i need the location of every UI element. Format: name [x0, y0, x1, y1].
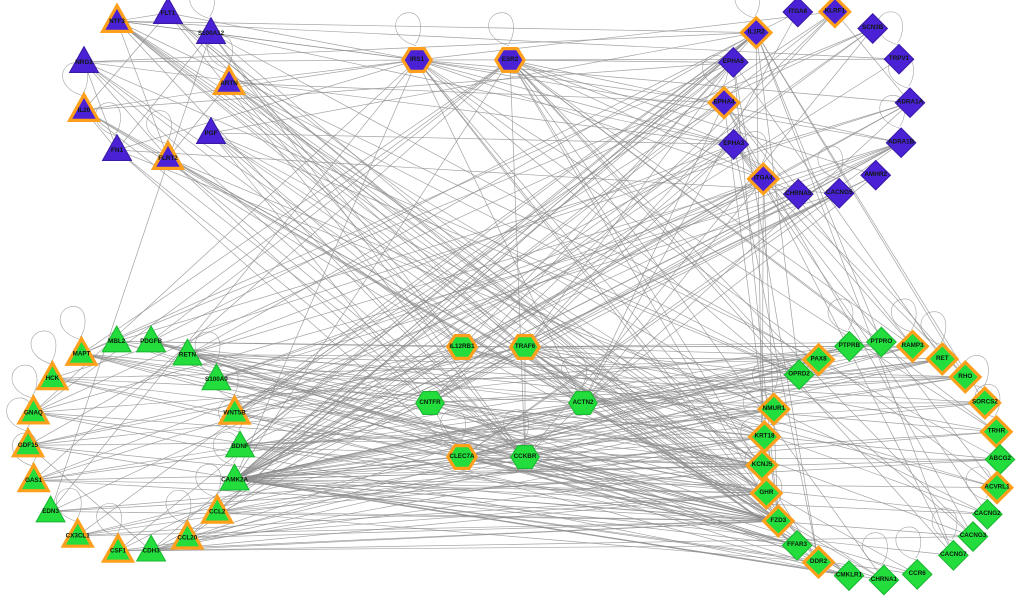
svg-text:PAX8: PAX8 [811, 355, 827, 362]
svg-text:FLT1: FLT1 [161, 10, 176, 17]
svg-text:CHRNA5: CHRNA5 [785, 190, 812, 197]
svg-text:EDN3: EDN3 [42, 508, 59, 515]
svg-text:FZD3: FZD3 [770, 517, 786, 524]
svg-text:FN1: FN1 [111, 147, 123, 154]
svg-text:KRT18: KRT18 [755, 433, 775, 440]
svg-text:FLRT2: FLRT2 [158, 155, 178, 162]
svg-text:CDH3: CDH3 [143, 547, 161, 554]
svg-text:IRS1: IRS1 [410, 56, 424, 63]
svg-text:BDNF: BDNF [231, 443, 249, 450]
svg-text:CAMK2A: CAMK2A [221, 476, 248, 483]
svg-text:NTF3: NTF3 [109, 18, 125, 25]
svg-text:CSF1: CSF1 [110, 548, 127, 555]
svg-text:EPHA4: EPHA4 [714, 99, 735, 106]
svg-text:IL1R2: IL1R2 [748, 28, 766, 35]
svg-text:SCN3B: SCN3B [862, 24, 884, 31]
svg-text:ADRA1B: ADRA1B [888, 138, 915, 145]
svg-text:TRAF6: TRAF6 [515, 343, 536, 350]
svg-text:NMUR1: NMUR1 [763, 405, 786, 412]
svg-text:TRHR: TRHR [988, 428, 1006, 435]
svg-text:ITGA4: ITGA4 [754, 175, 773, 182]
svg-text:CMKLR1: CMKLR1 [836, 571, 863, 578]
svg-text:TRPV1: TRPV1 [889, 55, 910, 62]
svg-text:CLEC7A: CLEC7A [449, 453, 475, 460]
svg-text:CHRNA1: CHRNA1 [871, 576, 898, 583]
svg-text:PTPRB: PTPRB [839, 342, 861, 349]
svg-text:RET: RET [936, 355, 949, 362]
svg-text:CACNG7: CACNG7 [940, 551, 967, 558]
svg-text:GDF15: GDF15 [18, 442, 39, 449]
svg-text:AMHR2: AMHR2 [865, 171, 888, 178]
svg-text:PDGFB: PDGFB [140, 338, 162, 345]
svg-text:KLRF1: KLRF1 [825, 7, 846, 14]
svg-text:KCNJ5: KCNJ5 [752, 461, 773, 468]
svg-text:MAPT: MAPT [73, 351, 91, 358]
svg-text:S100A12: S100A12 [198, 30, 225, 37]
svg-text:EPHA5: EPHA5 [723, 58, 744, 65]
svg-text:ACTN2: ACTN2 [573, 399, 594, 406]
svg-text:ITGA8: ITGA8 [789, 8, 808, 15]
svg-text:PTPRO: PTPRO [871, 338, 893, 345]
svg-text:CCKBR: CCKBR [514, 453, 537, 460]
svg-text:CACNG3: CACNG3 [960, 532, 987, 539]
svg-text:SORCS2: SORCS2 [972, 399, 998, 406]
svg-text:EPHA3: EPHA3 [723, 140, 744, 147]
svg-text:IL12RB1: IL12RB1 [449, 343, 475, 350]
svg-text:CX3CL1: CX3CL1 [66, 533, 91, 540]
svg-text:ADRA1A: ADRA1A [897, 99, 924, 106]
svg-text:ABCG2: ABCG2 [989, 455, 1012, 462]
svg-text:CACNG5: CACNG5 [826, 189, 853, 196]
svg-text:PGF: PGF [205, 130, 218, 137]
svg-text:S100A9: S100A9 [205, 376, 228, 383]
svg-text:CCR6: CCR6 [909, 570, 927, 577]
svg-text:CCL2: CCL2 [209, 509, 226, 516]
svg-text:WNT5B: WNT5B [223, 410, 246, 417]
svg-text:IL20: IL20 [78, 107, 91, 114]
svg-text:GHR: GHR [759, 489, 773, 496]
svg-text:NRG1: NRG1 [75, 59, 93, 66]
svg-text:DDR2: DDR2 [810, 558, 828, 565]
svg-text:RETN: RETN [179, 351, 197, 358]
svg-text:FFAR3: FFAR3 [787, 541, 807, 548]
svg-text:ARTN: ARTN [220, 80, 238, 87]
svg-text:GNAQ: GNAQ [24, 409, 43, 416]
svg-text:ESR2: ESR2 [502, 56, 519, 63]
svg-text:HCK: HCK [46, 375, 60, 382]
svg-text:MBL2: MBL2 [108, 338, 126, 345]
svg-text:CCL20: CCL20 [177, 534, 197, 541]
svg-text:CACNG2: CACNG2 [974, 510, 1001, 517]
svg-text:ACVRL1: ACVRL1 [984, 483, 1010, 490]
svg-text:RAMP3: RAMP3 [902, 342, 925, 349]
svg-text:CNTFR: CNTFR [419, 399, 441, 406]
svg-text:GAS1: GAS1 [25, 477, 43, 484]
svg-text:OPRD2: OPRD2 [788, 370, 810, 377]
svg-text:RHO: RHO [958, 373, 972, 380]
